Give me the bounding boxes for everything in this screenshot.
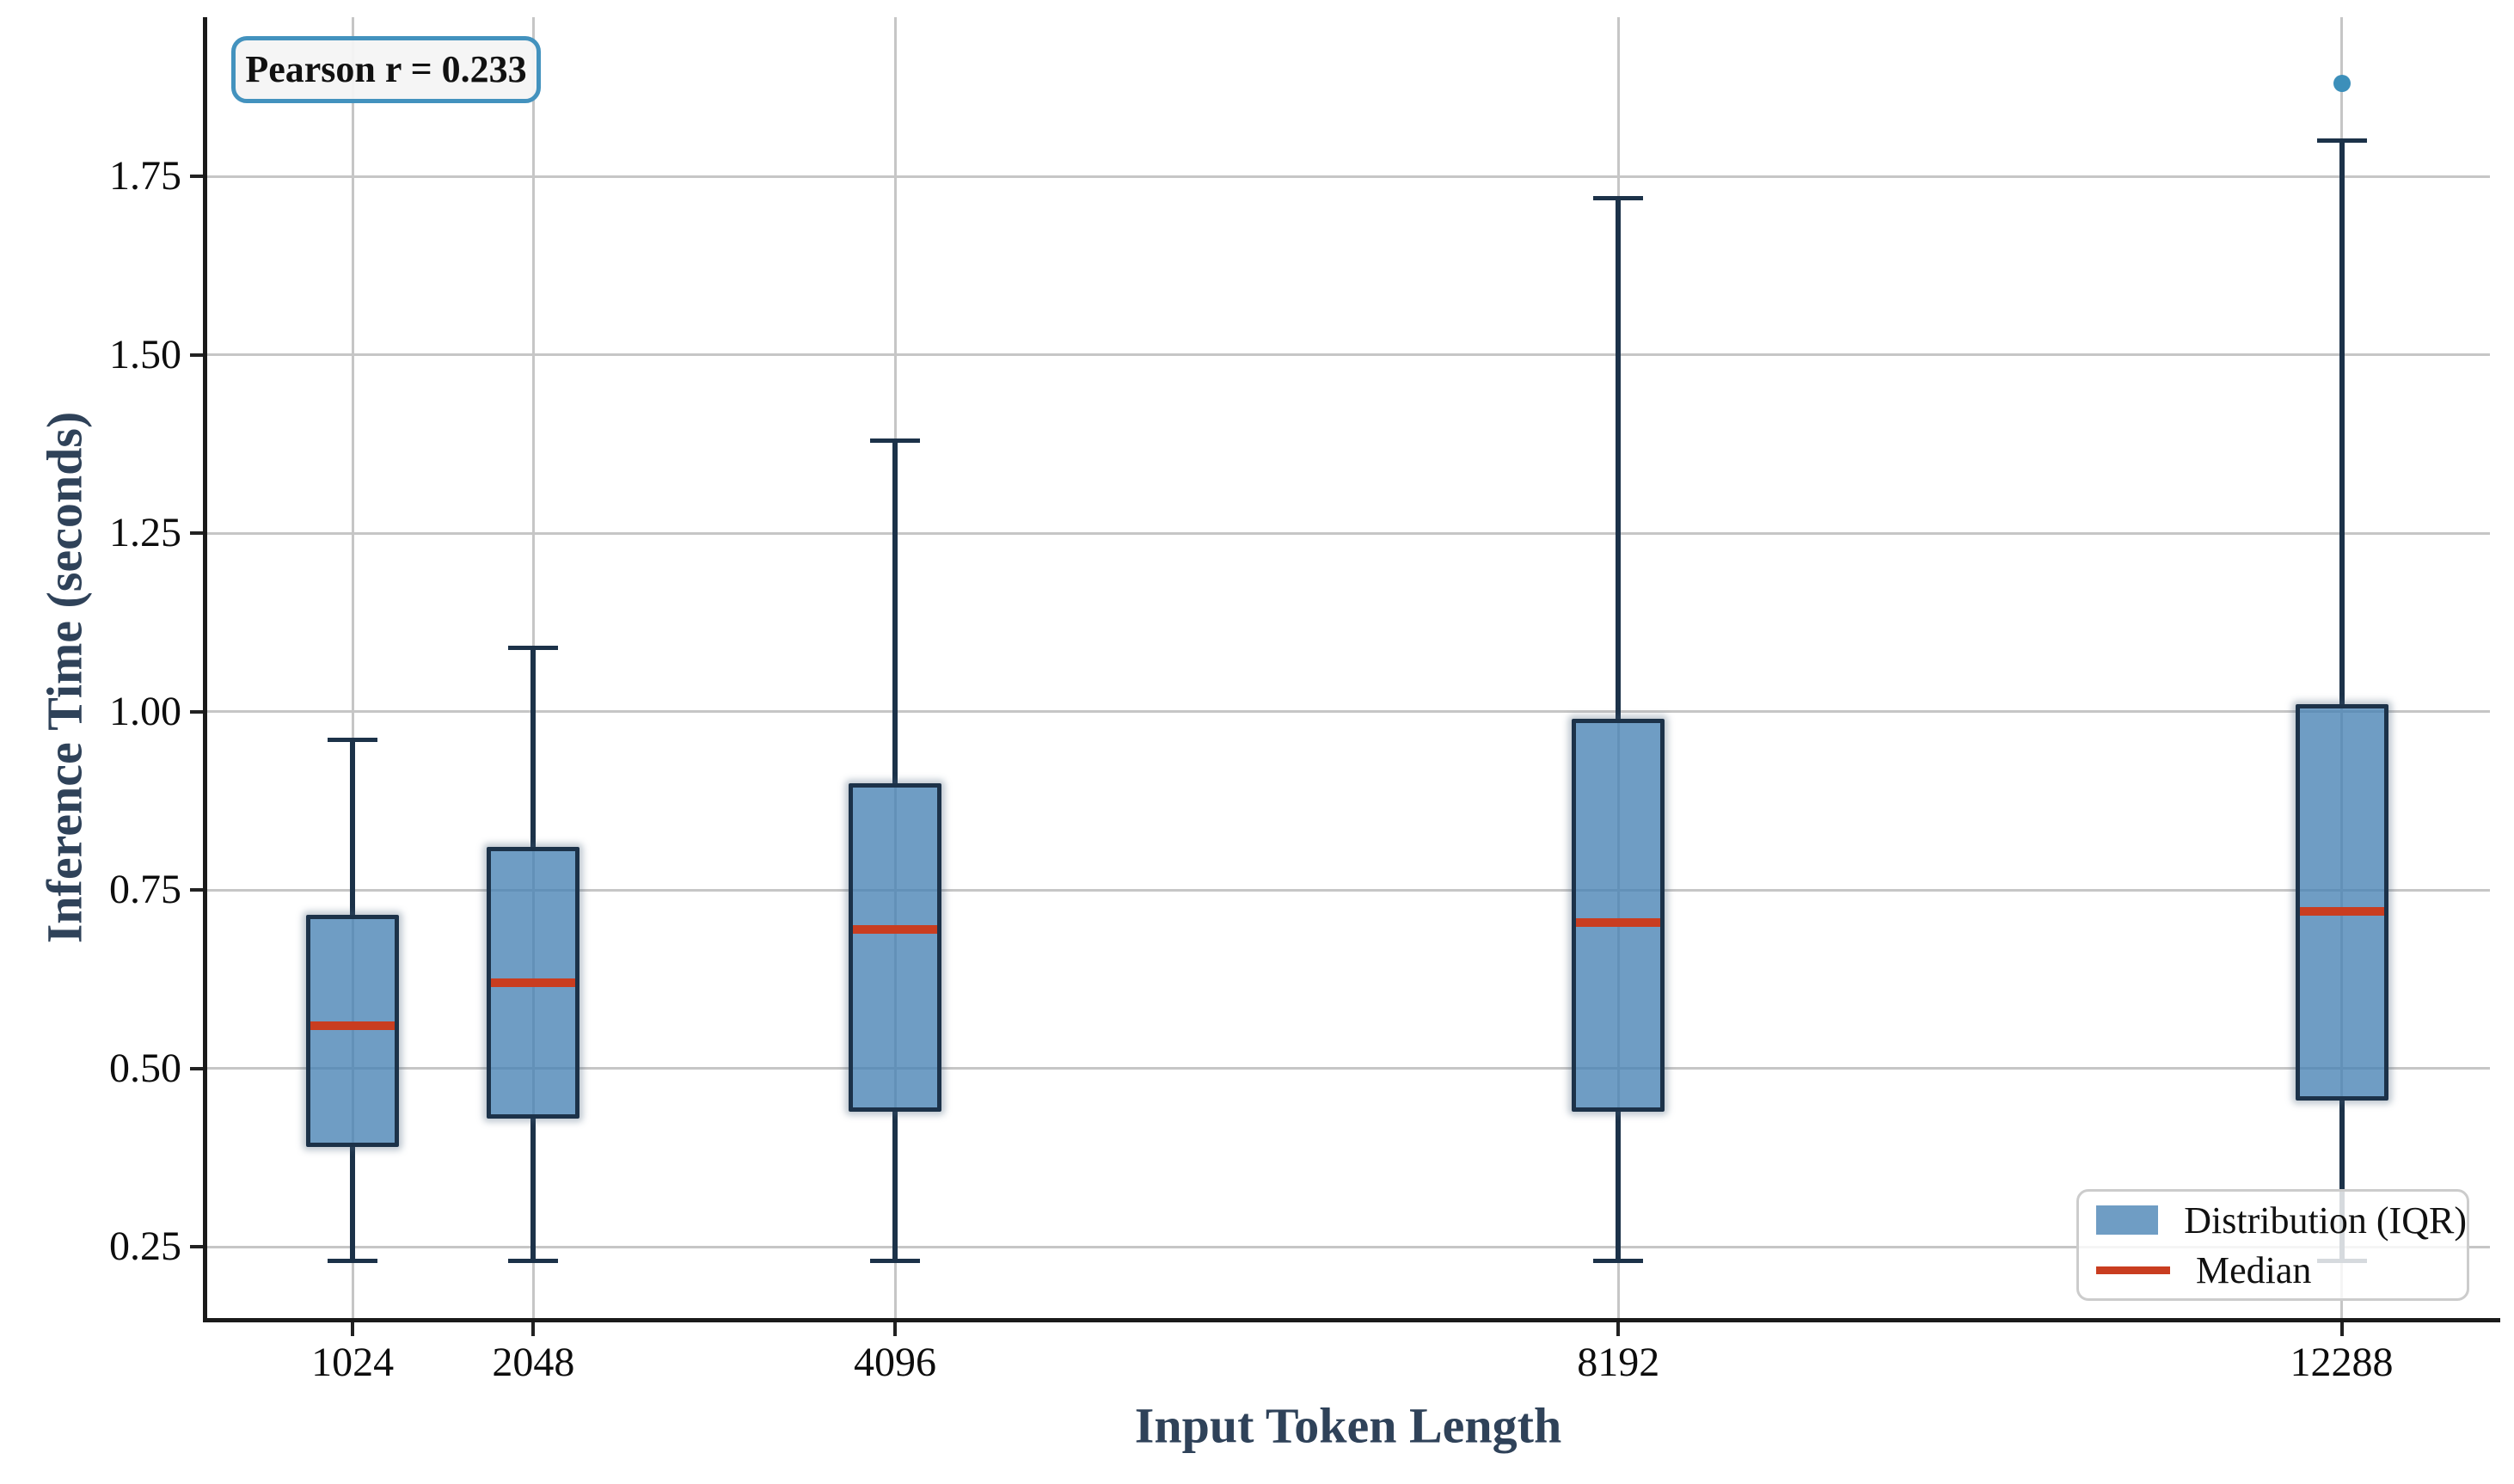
- box-8192: [1572, 719, 1665, 1112]
- x-tick-label: 4096: [854, 1340, 936, 1385]
- whisker-upper-8192: [1616, 198, 1622, 719]
- y-tick-mark: [190, 1245, 205, 1249]
- x-tick-mark: [2339, 1322, 2344, 1336]
- whisker-lower-2048: [530, 1118, 537, 1261]
- x-axis-spine: [203, 1318, 2500, 1322]
- whisker-cap-lower-4096: [870, 1259, 920, 1264]
- box-4096: [849, 782, 941, 1112]
- box-12288: [2295, 704, 2388, 1101]
- y-tick-mark: [190, 709, 205, 714]
- y-gridline: [205, 353, 2490, 357]
- median-line-12288: [2299, 907, 2384, 917]
- y-tick-label: 0.25: [109, 1223, 181, 1270]
- whisker-lower-4096: [892, 1111, 898, 1261]
- legend: Distribution (IQR) Median: [2076, 1189, 2469, 1301]
- y-axis-title: Inference Time (seconds): [36, 411, 93, 944]
- x-tick-label: 2048: [492, 1340, 575, 1385]
- y-tick-label: 1.50: [109, 331, 181, 377]
- y-tick-label: 1.00: [109, 688, 181, 734]
- whisker-upper-4096: [892, 440, 898, 783]
- y-tick-mark: [190, 175, 205, 179]
- whisker-upper-1024: [350, 739, 356, 916]
- x-tick-label: 1024: [311, 1340, 395, 1385]
- median-line-4096: [853, 924, 937, 934]
- whisker-cap-lower-2048: [508, 1259, 559, 1264]
- y-axis-spine: [203, 17, 207, 1322]
- x-tick-label: 12288: [2290, 1340, 2394, 1385]
- whisker-upper-12288: [2339, 140, 2345, 705]
- whisker-lower-1024: [350, 1147, 356, 1261]
- legend-label-median: Median: [2196, 1248, 2312, 1291]
- y-gridline: [205, 1067, 2490, 1070]
- whisker-lower-12288: [2339, 1101, 2345, 1261]
- y-tick-mark: [190, 531, 205, 536]
- x-tick-mark: [351, 1322, 355, 1336]
- median-line-2048: [491, 978, 576, 988]
- legend-item-distribution: Distribution (IQR): [2096, 1199, 2467, 1242]
- whisker-cap-upper-1024: [328, 738, 378, 743]
- y-gridline: [205, 888, 2490, 892]
- pearson-annotation: Pearson r = 0.233: [231, 36, 541, 103]
- whisker-cap-upper-4096: [870, 438, 920, 443]
- whisker-cap-upper-2048: [508, 645, 559, 650]
- whisker-cap-upper-12288: [2316, 138, 2367, 144]
- x-gridline: [351, 17, 354, 1318]
- legend-swatch-distribution-iqr: [2096, 1205, 2159, 1235]
- y-gridline: [205, 1245, 2490, 1248]
- outlier-point-12288: [2333, 75, 2351, 93]
- y-tick-label: 1.75: [109, 153, 181, 199]
- whisker-upper-2048: [530, 647, 537, 848]
- legend-item-median: Median: [2096, 1248, 2467, 1291]
- whisker-cap-upper-8192: [1593, 195, 1644, 200]
- median-line-1024: [310, 1021, 395, 1030]
- legend-label-distribution: Distribution (IQR): [2184, 1199, 2467, 1242]
- whisker-cap-lower-1024: [328, 1259, 378, 1264]
- y-tick-label: 0.75: [109, 867, 181, 913]
- y-gridline: [205, 710, 2490, 714]
- y-tick-mark: [190, 1066, 205, 1070]
- whisker-lower-8192: [1616, 1111, 1622, 1261]
- y-gridline: [205, 531, 2490, 535]
- legend-line-median-icon: [2096, 1266, 2170, 1274]
- x-tick-mark: [1616, 1322, 1621, 1336]
- x-tick-mark: [893, 1322, 897, 1336]
- median-line-8192: [1576, 917, 1661, 927]
- y-tick-label: 1.25: [109, 510, 181, 556]
- y-tick-mark: [190, 888, 205, 892]
- x-tick-mark: [531, 1322, 536, 1336]
- y-tick-mark: [190, 353, 205, 357]
- x-tick-label: 8192: [1577, 1340, 1660, 1385]
- y-tick-label: 0.50: [109, 1045, 181, 1091]
- y-gridline: [205, 175, 2490, 178]
- box-1024: [306, 915, 400, 1148]
- x-axis-title: Input Token Length: [1134, 1397, 1562, 1454]
- whisker-cap-lower-8192: [1593, 1259, 1644, 1264]
